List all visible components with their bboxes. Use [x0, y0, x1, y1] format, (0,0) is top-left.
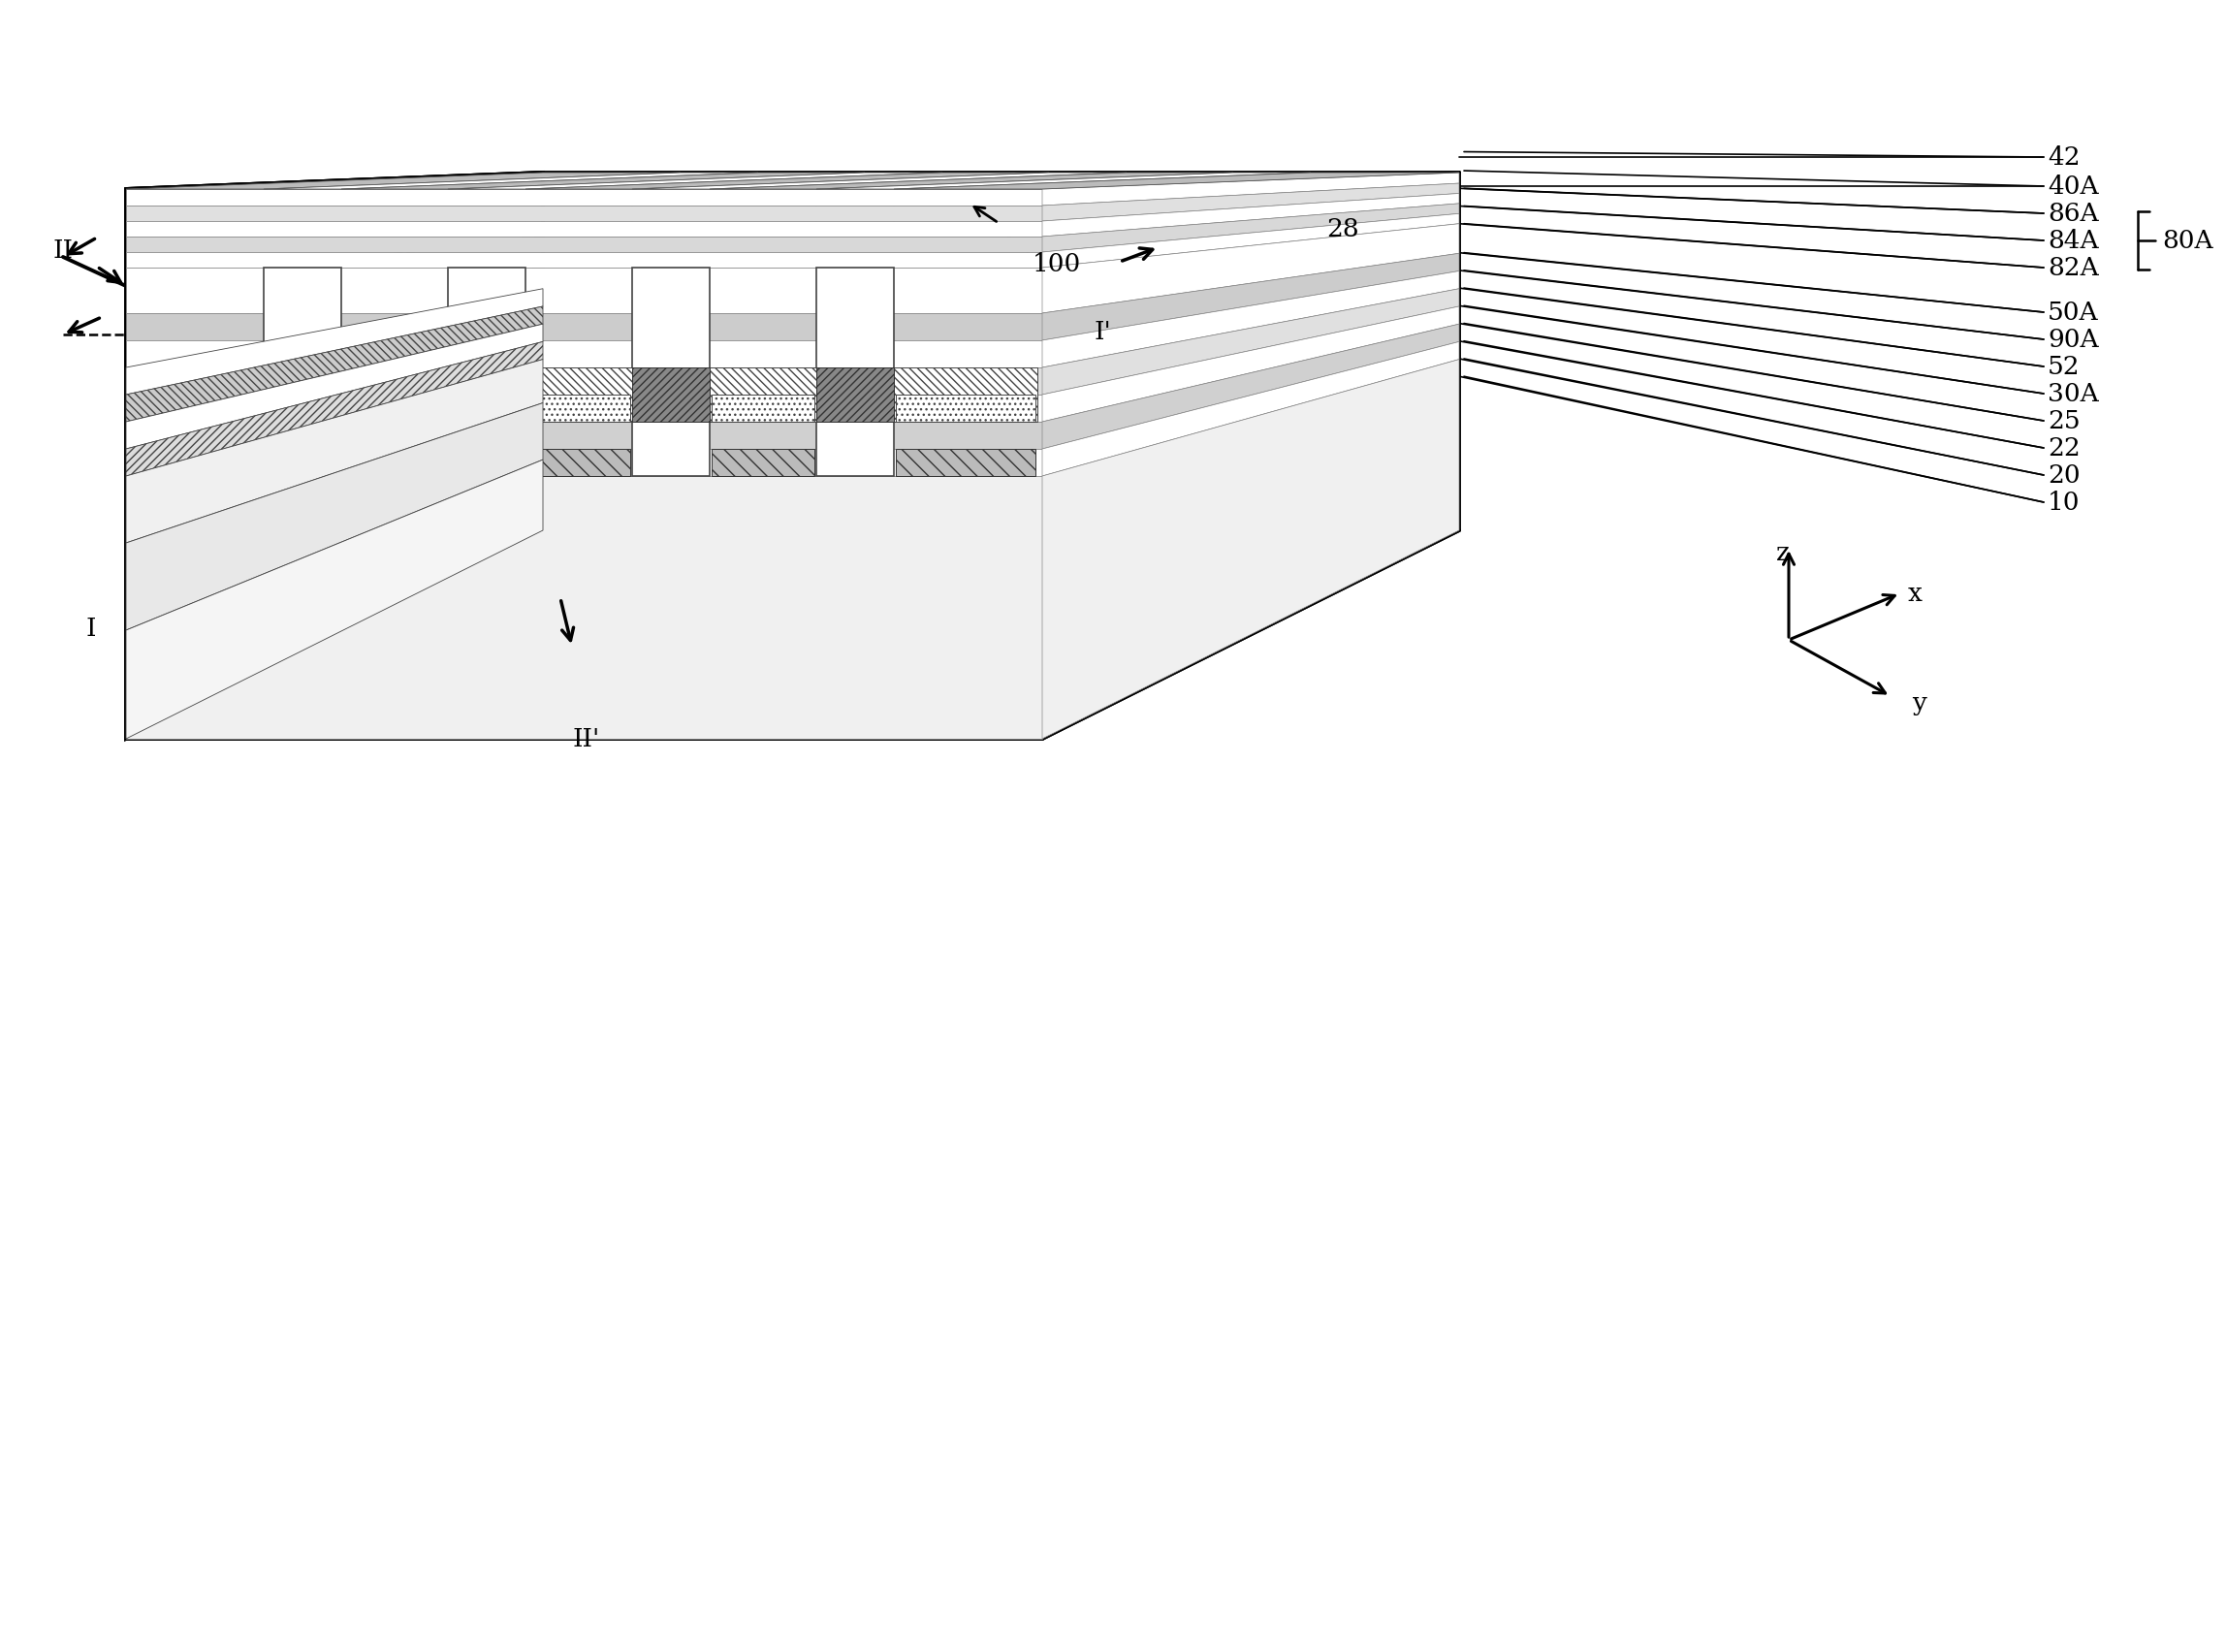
- Polygon shape: [528, 395, 630, 421]
- Text: 40A: 40A: [2048, 173, 2099, 198]
- Text: 42: 42: [2048, 145, 2081, 169]
- Polygon shape: [1042, 324, 1458, 449]
- Polygon shape: [127, 172, 543, 738]
- Polygon shape: [1042, 342, 1458, 476]
- Polygon shape: [343, 449, 445, 476]
- Polygon shape: [447, 367, 525, 421]
- Polygon shape: [632, 172, 1126, 188]
- Text: 82A: 82A: [2048, 256, 2099, 279]
- Polygon shape: [817, 367, 895, 421]
- Polygon shape: [127, 221, 1042, 236]
- Text: 20: 20: [2048, 463, 2081, 487]
- Polygon shape: [127, 253, 1042, 268]
- Polygon shape: [895, 395, 1035, 421]
- Text: 84A: 84A: [2048, 228, 2099, 253]
- Polygon shape: [525, 367, 632, 421]
- Polygon shape: [710, 367, 817, 421]
- Text: 90A: 90A: [2048, 327, 2099, 352]
- Text: 50A: 50A: [2048, 301, 2099, 324]
- Polygon shape: [127, 205, 1042, 221]
- Polygon shape: [127, 403, 543, 629]
- Text: II': II': [572, 727, 599, 752]
- Text: 30A: 30A: [2048, 382, 2099, 406]
- Polygon shape: [712, 395, 815, 421]
- Polygon shape: [1042, 306, 1458, 421]
- Polygon shape: [127, 367, 1042, 395]
- Polygon shape: [1042, 203, 1458, 253]
- Polygon shape: [1042, 172, 1458, 205]
- Text: 22: 22: [2048, 436, 2081, 459]
- Text: z: z: [1776, 540, 1790, 565]
- Polygon shape: [127, 314, 1042, 340]
- Polygon shape: [632, 268, 710, 476]
- Text: 28: 28: [1327, 218, 1358, 241]
- Polygon shape: [127, 340, 1042, 367]
- Polygon shape: [341, 172, 866, 188]
- Polygon shape: [895, 449, 1035, 476]
- Polygon shape: [127, 188, 1042, 205]
- Polygon shape: [447, 172, 942, 188]
- Polygon shape: [528, 449, 630, 476]
- Polygon shape: [127, 360, 543, 544]
- Polygon shape: [127, 172, 681, 188]
- Polygon shape: [127, 289, 543, 395]
- Text: 100: 100: [1033, 251, 1082, 276]
- Polygon shape: [127, 530, 1458, 738]
- Text: II: II: [53, 238, 73, 263]
- Polygon shape: [263, 268, 341, 476]
- Polygon shape: [127, 236, 1042, 253]
- Polygon shape: [1042, 213, 1458, 268]
- Polygon shape: [1042, 360, 1458, 738]
- Polygon shape: [710, 172, 1233, 188]
- Text: y: y: [1912, 692, 1925, 715]
- Polygon shape: [1042, 253, 1458, 340]
- Text: 86A: 86A: [2048, 202, 2099, 225]
- Polygon shape: [632, 367, 710, 421]
- Polygon shape: [341, 367, 447, 421]
- Text: I': I': [1093, 320, 1111, 345]
- Polygon shape: [127, 476, 1042, 738]
- Polygon shape: [134, 449, 263, 476]
- Text: x: x: [1908, 582, 1923, 605]
- Polygon shape: [127, 306, 543, 421]
- Polygon shape: [817, 172, 1311, 188]
- Text: 25: 25: [2048, 408, 2081, 433]
- Polygon shape: [712, 449, 815, 476]
- Polygon shape: [127, 268, 1042, 314]
- Polygon shape: [127, 459, 543, 738]
- Polygon shape: [127, 342, 543, 476]
- Polygon shape: [817, 268, 895, 476]
- Polygon shape: [127, 395, 1042, 421]
- Polygon shape: [1042, 271, 1458, 367]
- Polygon shape: [525, 172, 1048, 188]
- Polygon shape: [447, 268, 525, 476]
- Polygon shape: [263, 367, 341, 421]
- Text: I: I: [85, 616, 96, 641]
- Text: 52: 52: [2048, 354, 2081, 378]
- Polygon shape: [895, 172, 1458, 188]
- Polygon shape: [895, 367, 1037, 421]
- Polygon shape: [127, 421, 1042, 449]
- Text: 10: 10: [2048, 491, 2079, 514]
- Polygon shape: [1042, 223, 1458, 314]
- Text: 80A: 80A: [2161, 228, 2213, 253]
- Polygon shape: [127, 449, 1042, 476]
- Polygon shape: [1042, 183, 1458, 221]
- Polygon shape: [131, 367, 263, 421]
- Polygon shape: [1042, 193, 1458, 236]
- Polygon shape: [127, 324, 543, 449]
- Polygon shape: [1042, 289, 1458, 395]
- Polygon shape: [263, 172, 759, 188]
- Polygon shape: [343, 395, 445, 421]
- Polygon shape: [134, 395, 263, 421]
